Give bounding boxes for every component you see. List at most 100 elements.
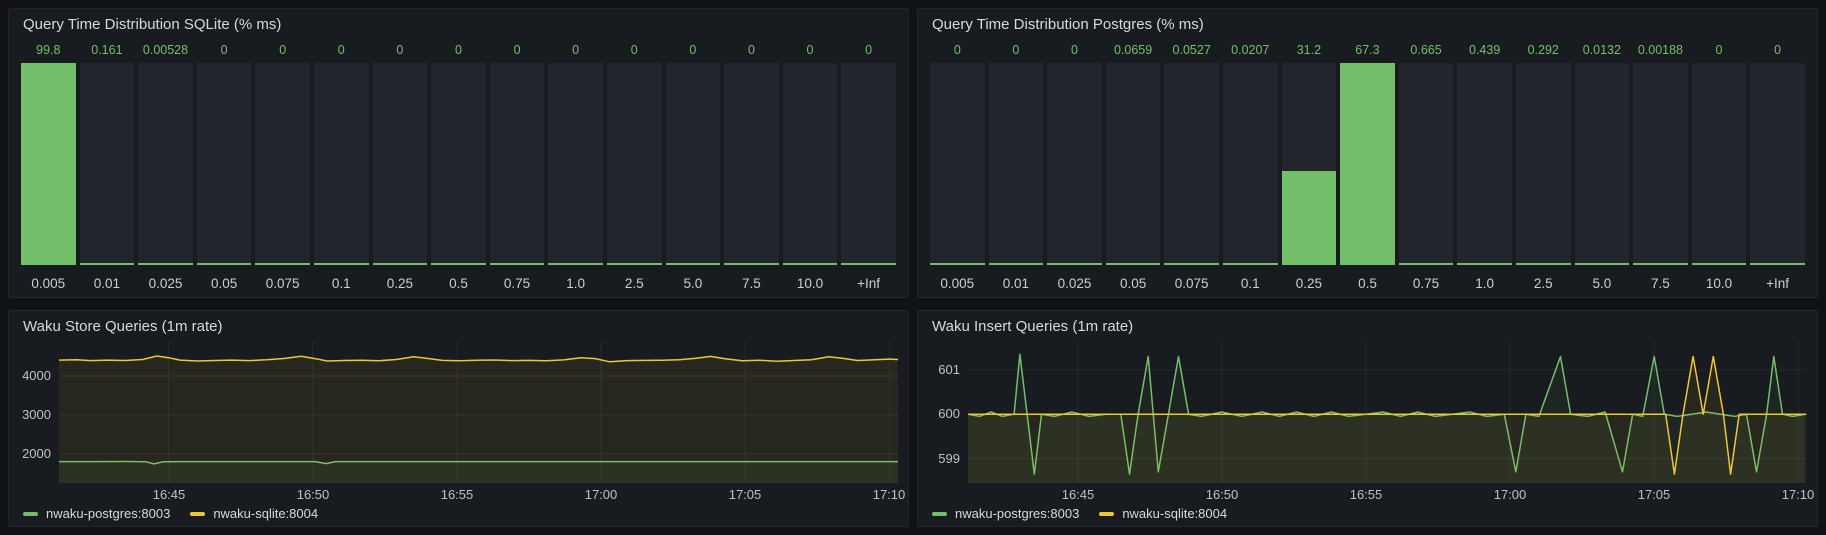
bar-fill — [79, 263, 135, 265]
y-tick-label: 600 — [938, 406, 960, 421]
bar-gauge-body: 99.8 0.005 0.161 0.01 0.00528 0.025 0 0.05 0 0.07… — [9, 39, 908, 297]
histogram-bar: 0 1.0 — [548, 39, 603, 291]
bar-track — [548, 63, 603, 265]
histogram-bar: 0 0.25 — [372, 39, 428, 291]
panel-title[interactable]: Waku Store Queries (1m rate) — [23, 317, 223, 335]
bar-fill — [1633, 263, 1688, 265]
bar-track — [196, 63, 252, 265]
bar-value-label: 0 — [572, 43, 580, 57]
panel-title[interactable]: Query Time Distribution Postgres (% ms) — [932, 15, 1204, 33]
bar-track — [1457, 63, 1512, 265]
bar-value-label: 0.0527 — [1172, 43, 1211, 57]
x-tick-label: 16:45 — [1061, 487, 1095, 502]
bar-track — [782, 63, 838, 265]
bar-bucket-label: 7.5 — [742, 276, 761, 291]
bar-track — [724, 63, 779, 265]
panel-waku-store-queries: Waku Store Queries (1m rate) 2000 3000 400… — [8, 310, 909, 527]
bar-track — [313, 63, 369, 265]
bar-fill — [930, 263, 985, 265]
histogram-bar: 0.00188 7.5 — [1633, 39, 1688, 291]
legend-series-label: nwaku-postgres:8003 — [955, 506, 1080, 521]
bar-bucket-label: 0.075 — [265, 276, 300, 291]
histogram-bar: 0.0207 0.1 — [1222, 39, 1278, 291]
bar-value-label: 0.292 — [1527, 43, 1559, 57]
bar-fill — [1398, 263, 1454, 265]
legend-series-label: nwaku-postgres:8003 — [46, 506, 171, 521]
bar-track — [1750, 63, 1805, 265]
bar-track — [1105, 63, 1161, 265]
bar-value-label: 0 — [396, 43, 404, 57]
y-axis: 599 600 601 — [918, 341, 968, 483]
bar-bucket-label: 1.0 — [566, 276, 586, 291]
histogram-bar: 0.665 0.75 — [1398, 39, 1454, 291]
bar-fill — [1222, 263, 1278, 265]
series-line — [968, 355, 1807, 475]
bar-bucket-label: 5.0 — [1592, 276, 1612, 291]
bar-track — [21, 63, 76, 265]
bar-fill — [255, 263, 310, 265]
x-tick-label: 16:50 — [1205, 487, 1239, 502]
x-tick-label: 17:10 — [872, 487, 906, 502]
x-tick-label: 17:00 — [1493, 487, 1527, 502]
bar-track — [930, 63, 985, 265]
legend-item[interactable]: nwaku-sqlite:8004 — [190, 506, 318, 521]
series-area — [59, 356, 898, 483]
bar-track — [489, 63, 545, 265]
timeseries-plot[interactable] — [59, 341, 898, 483]
bar-value-label: 0 — [806, 43, 814, 57]
bar-bucket-label: 2.5 — [1533, 276, 1553, 291]
x-axis: 16:45 16:50 16:55 17:00 17:05 17:10 — [968, 483, 1815, 503]
bar-value-label: 0 — [1715, 43, 1723, 57]
bar-fill — [782, 263, 838, 265]
bar-value-label: 0 — [747, 43, 755, 57]
x-axis: 16:45 16:50 16:55 17:00 17:05 17:10 — [59, 483, 906, 503]
bar-bucket-label: 10.0 — [796, 276, 824, 291]
bar-fill — [1457, 263, 1512, 265]
bar-track — [1691, 63, 1747, 265]
histogram-bar: 0 7.5 — [724, 39, 779, 291]
histogram-bar: 0.439 1.0 — [1457, 39, 1512, 291]
histogram-bar: 0 0.5 — [431, 39, 486, 291]
bar-fill — [196, 263, 252, 265]
x-tick-label: 17:05 — [728, 487, 762, 502]
histogram-bar: 0.0132 5.0 — [1574, 39, 1630, 291]
bar-fill — [988, 263, 1044, 265]
bar-fill — [548, 263, 603, 265]
x-tick-label: 17:00 — [584, 487, 618, 502]
legend-item[interactable]: nwaku-postgres:8003 — [23, 506, 170, 521]
bar-value-label: 0.439 — [1469, 43, 1501, 57]
series-area — [59, 461, 898, 483]
panel-title[interactable]: Waku Insert Queries (1m rate) — [932, 317, 1134, 335]
bar-bucket-label: 0.5 — [1358, 276, 1377, 291]
histogram-bar: 0 0.075 — [255, 39, 310, 291]
bar-value-label: 0.161 — [91, 43, 123, 57]
x-tick-label: 17:10 — [1781, 487, 1815, 502]
bar-track — [988, 63, 1044, 265]
timeseries-plot[interactable] — [968, 341, 1807, 483]
bar-track — [1633, 63, 1688, 265]
bar-value-label: 0 — [689, 43, 697, 57]
bar-track — [1222, 63, 1278, 265]
y-tick-label: 3000 — [22, 407, 51, 422]
bar-fill — [489, 263, 545, 265]
bar-value-label: 0 — [513, 43, 521, 57]
legend-item[interactable]: nwaku-sqlite:8004 — [1099, 506, 1227, 521]
bar-bucket-label: 0.25 — [386, 276, 413, 291]
histogram-bar: 0 2.5 — [606, 39, 662, 291]
bar-track — [1340, 63, 1395, 265]
legend-series-swatch — [1099, 511, 1115, 516]
series-area — [968, 356, 1806, 483]
bar-gauge-body: 0 0.005 0 0.01 0 0.025 0.0659 0.05 0.0527 0.075 0.… — [918, 39, 1817, 297]
bar-bucket-label: 0.05 — [210, 276, 238, 291]
y-tick-label: 599 — [938, 451, 960, 466]
bar-bucket-label: 0.01 — [93, 276, 121, 291]
histogram-bar: 99.8 0.005 — [21, 39, 76, 291]
bar-track — [431, 63, 486, 265]
timeseries-svg — [59, 341, 898, 483]
bar-bucket-label: 0.01 — [1002, 276, 1030, 291]
panel-title[interactable]: Query Time Distribution SQLite (% ms) — [23, 15, 282, 33]
bar-bucket-label: 0.05 — [1119, 276, 1147, 291]
legend-item[interactable]: nwaku-postgres:8003 — [932, 506, 1079, 521]
histogram-bar: 0 0.75 — [489, 39, 545, 291]
panel-waku-insert-queries: Waku Insert Queries (1m rate) 599 600 601 … — [917, 310, 1818, 527]
